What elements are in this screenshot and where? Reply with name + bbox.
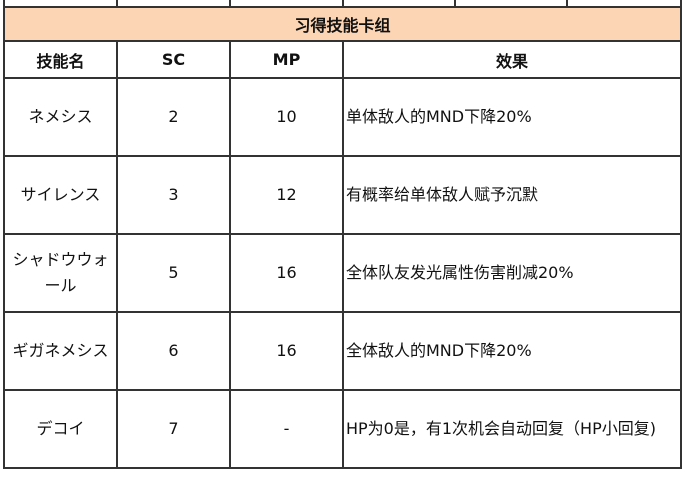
- skill-name: サイレンス: [3, 155, 118, 235]
- skill-mp: 12: [229, 155, 344, 235]
- skill-mp: 16: [229, 311, 344, 391]
- header-skill-name: 技能名: [3, 40, 118, 79]
- skill-sc: 7: [116, 389, 231, 469]
- table-row: ギガネメシス 6 16 全体敌人的MND下降20%: [3, 311, 682, 391]
- skill-sc: 5: [116, 233, 231, 313]
- table-row: サイレンス 3 12 有概率给单体敌人赋予沉默: [3, 155, 682, 235]
- skill-mp: -: [229, 389, 344, 469]
- previous-row-partial: [3, 0, 682, 8]
- skill-name: ギガネメシス: [3, 311, 118, 391]
- skill-effect: 全体敌人的MND下降20%: [342, 311, 682, 391]
- skill-effect: HP为0是，有1次机会自动回复（HP小回复): [342, 389, 682, 469]
- skill-sc: 2: [116, 77, 231, 157]
- skill-effect: 有概率给单体敌人赋予沉默: [342, 155, 682, 235]
- table-row: ネメシス 2 10 单体敌人的MND下降20%: [3, 77, 682, 157]
- skill-sc: 3: [116, 155, 231, 235]
- skill-deck-table: 习得技能卡组 技能名 SC MP 效果 ネメシス 2 10 单体敌人的MND下降…: [3, 0, 682, 469]
- skill-name: デコイ: [3, 389, 118, 469]
- header-sc: SC: [116, 40, 231, 79]
- skill-effect: 全体队友发光属性伤害削减20%: [342, 233, 682, 313]
- table-row: デコイ 7 - HP为0是，有1次机会自动回复（HP小回复): [3, 389, 682, 469]
- skill-name: シャドウウォール: [3, 233, 118, 313]
- table-row: シャドウウォール 5 16 全体队友发光属性伤害削减20%: [3, 233, 682, 313]
- header-mp: MP: [229, 40, 344, 79]
- header-effect: 效果: [342, 40, 682, 79]
- skill-mp: 10: [229, 77, 344, 157]
- table-title-row: 习得技能卡组: [3, 6, 682, 42]
- skill-deck-table-container: 习得技能卡组 技能名 SC MP 效果 ネメシス 2 10 单体敌人的MND下降…: [3, 0, 682, 469]
- table-header-row: 技能名 SC MP 效果: [3, 40, 682, 79]
- skill-name: ネメシス: [3, 77, 118, 157]
- table-title: 习得技能卡组: [3, 6, 682, 42]
- skill-effect: 单体敌人的MND下降20%: [342, 77, 682, 157]
- skill-mp: 16: [229, 233, 344, 313]
- skill-sc: 6: [116, 311, 231, 391]
